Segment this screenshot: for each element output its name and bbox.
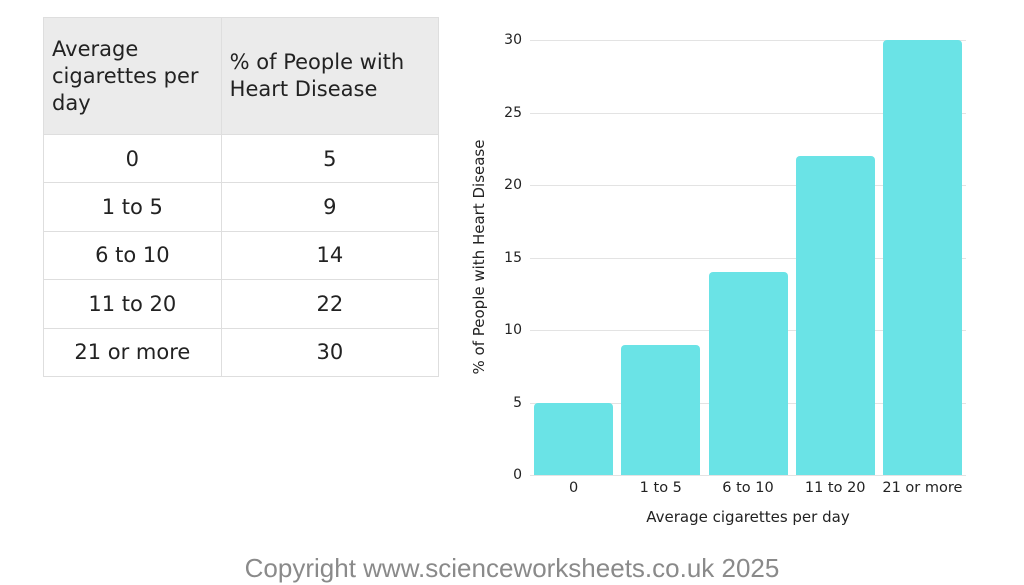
bar-chart: % of People with Heart Disease 0 5 10 15 20 2… <box>460 20 990 540</box>
gridline <box>530 185 966 186</box>
y-tick-label: 10 <box>504 322 522 338</box>
cell-heart-disease: 5 <box>220 133 440 184</box>
y-tick-label: 0 <box>513 467 522 483</box>
header-heart-disease: % of People with Heart Disease <box>220 17 440 135</box>
cell-heart-disease: 14 <box>220 230 440 281</box>
table-row: 21 or more 30 <box>43 327 440 377</box>
x-tick-label: 11 to 20 <box>804 480 866 496</box>
gridline <box>530 40 966 41</box>
y-tick-label: 20 <box>504 177 522 193</box>
gridline <box>530 475 966 476</box>
x-tick-label: 0 <box>568 480 579 496</box>
y-tick-label: 15 <box>504 249 522 266</box>
x-tick-label: 1 to 5 <box>639 480 682 496</box>
cell-heart-disease: 9 <box>220 182 440 232</box>
header-cigarettes: Average cigarettes per day <box>43 17 222 135</box>
bar <box>621 344 701 475</box>
table-row: 0 5 <box>43 133 440 184</box>
bar <box>708 272 788 475</box>
table-row: 6 to 10 14 <box>43 230 440 281</box>
y-tick-label: 25 <box>504 104 522 121</box>
y-tick-label: 30 <box>504 32 522 48</box>
bar <box>795 156 875 475</box>
cell-cigarettes: 0 <box>43 133 222 184</box>
gridline <box>530 112 966 114</box>
x-axis-label: Average cigarettes per day <box>646 508 850 526</box>
x-tick-label: 6 to 10 <box>722 480 774 496</box>
table-row: 1 to 5 9 <box>43 182 440 232</box>
bar <box>534 402 614 475</box>
cell-heart-disease: 30 <box>220 327 440 377</box>
cell-cigarettes: 11 to 20 <box>43 279 222 329</box>
cell-heart-disease: 22 <box>220 279 440 329</box>
y-tick-label: 5 <box>513 394 522 411</box>
table-row: 11 to 20 22 <box>43 279 440 329</box>
copyright-text: Copyright www.scienceworksheets.co.uk 20… <box>244 553 780 583</box>
gridline <box>530 257 966 259</box>
data-table: Average cigarettes per day % of People w… <box>43 17 440 377</box>
cell-cigarettes: 1 to 5 <box>43 182 222 232</box>
bar <box>882 40 962 475</box>
plot-area: 0 5 10 15 20 25 30 0 1 to 5 6 to 10 11 to 20 21 or … <box>504 32 966 496</box>
cell-cigarettes: 6 to 10 <box>43 230 222 281</box>
cell-cigarettes: 21 or more <box>43 327 222 377</box>
table-header-row: Average cigarettes per day % of People w… <box>43 17 440 135</box>
x-tick-label: 21 or more <box>882 480 963 496</box>
